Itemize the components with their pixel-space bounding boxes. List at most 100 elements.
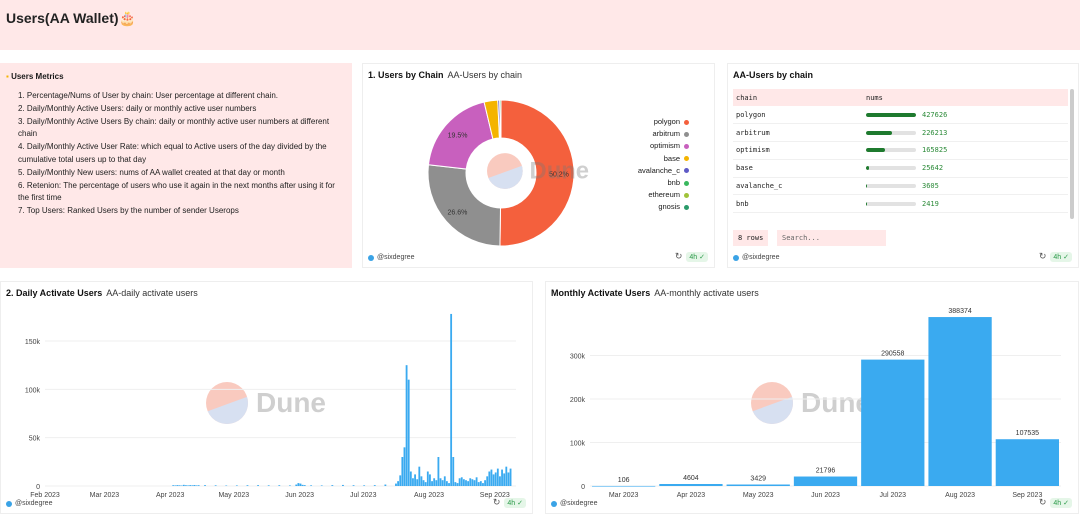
daily-bar[interactable] xyxy=(185,485,187,486)
daily-bar[interactable] xyxy=(475,477,478,486)
daily-bar[interactable] xyxy=(331,485,334,486)
daily-bar[interactable] xyxy=(492,474,495,486)
daily-bar[interactable] xyxy=(187,485,189,486)
daily-bar[interactable] xyxy=(303,485,306,486)
refresh-icon[interactable]: ↻ xyxy=(492,497,501,507)
daily-bar[interactable] xyxy=(267,485,270,486)
daily-bar[interactable] xyxy=(352,485,355,486)
daily-bar[interactable] xyxy=(214,485,217,486)
table-row[interactable]: optimism 165825 xyxy=(733,141,1068,160)
daily-bar[interactable] xyxy=(437,457,440,486)
daily-bar[interactable] xyxy=(176,485,179,486)
daily-bar[interactable] xyxy=(301,484,304,486)
daily-bar[interactable] xyxy=(403,447,406,486)
daily-bar[interactable] xyxy=(197,485,200,486)
daily-bar[interactable] xyxy=(401,457,404,486)
daily-bar[interactable] xyxy=(467,481,470,486)
daily-bar[interactable] xyxy=(414,474,416,486)
daily-bar[interactable] xyxy=(448,483,450,486)
legend-item-arbitrum[interactable]: arbitrum xyxy=(638,128,689,140)
daily-bar[interactable] xyxy=(429,474,431,486)
daily-bar[interactable] xyxy=(310,485,313,486)
daily-bar[interactable] xyxy=(482,483,484,486)
daily-bar[interactable] xyxy=(450,313,453,486)
daily-bar[interactable] xyxy=(456,483,459,486)
daily-bar[interactable] xyxy=(412,478,414,486)
col-header-nums[interactable]: nums xyxy=(863,89,1068,106)
refresh-icon[interactable]: ↻ xyxy=(674,251,683,261)
daily-bar[interactable] xyxy=(507,472,510,486)
daily-bar[interactable] xyxy=(384,484,387,486)
daily-bar[interactable] xyxy=(373,485,376,486)
daily-bar[interactable] xyxy=(484,480,486,486)
daily-bar[interactable] xyxy=(433,478,436,486)
author-link[interactable]: @sixdegree xyxy=(368,254,414,261)
daily-bar[interactable] xyxy=(405,365,408,486)
daily-bar[interactable] xyxy=(204,485,206,486)
daily-bar[interactable] xyxy=(494,472,497,486)
monthly-bar[interactable] xyxy=(592,485,656,487)
monthly-bar[interactable] xyxy=(928,317,992,486)
daily-bar[interactable] xyxy=(407,379,410,486)
daily-bar[interactable] xyxy=(454,482,457,486)
daily-bar[interactable] xyxy=(189,485,192,486)
legend-item-polygon[interactable]: polygon xyxy=(638,116,689,128)
daily-bar[interactable] xyxy=(395,483,397,486)
author-link[interactable]: @sixdegree xyxy=(6,500,52,507)
pie-slice-bnb[interactable] xyxy=(499,99,502,139)
monthly-bar[interactable] xyxy=(861,359,925,486)
daily-bar[interactable] xyxy=(295,484,298,486)
daily-bar[interactable] xyxy=(496,468,499,486)
daily-bar[interactable] xyxy=(490,469,493,486)
daily-bar[interactable] xyxy=(441,480,444,486)
daily-bar[interactable] xyxy=(452,457,455,486)
daily-bar[interactable] xyxy=(505,466,508,486)
legend-item-ethereum[interactable]: ethereum xyxy=(638,189,689,201)
pie-slice-polygon[interactable] xyxy=(499,99,575,247)
refresh-icon[interactable]: ↻ xyxy=(1038,497,1047,507)
daily-bar[interactable] xyxy=(443,476,446,486)
daily-bar[interactable] xyxy=(431,481,433,486)
author-link[interactable]: @sixdegree xyxy=(733,254,779,261)
daily-bar[interactable] xyxy=(397,481,400,486)
monthly-bar[interactable] xyxy=(659,483,723,486)
legend-item-avalanche_c[interactable]: avalanche_c xyxy=(638,165,689,177)
daily-bar[interactable] xyxy=(435,480,438,486)
daily-bar[interactable] xyxy=(297,483,300,486)
daily-bar[interactable] xyxy=(235,485,238,486)
legend-item-gnosis[interactable]: gnosis xyxy=(638,201,689,213)
daily-bar[interactable] xyxy=(469,478,472,486)
daily-bar[interactable] xyxy=(182,484,185,486)
daily-bar[interactable] xyxy=(462,479,465,486)
table-row[interactable]: arbitrum 226213 xyxy=(733,123,1068,143)
daily-bar[interactable] xyxy=(363,485,366,486)
table-row[interactable]: base 25642 xyxy=(733,159,1068,178)
author-link[interactable]: @sixdegree xyxy=(551,500,597,507)
daily-bar[interactable] xyxy=(409,471,412,487)
table-row[interactable]: polygon 427626 xyxy=(733,106,1068,125)
daily-bar[interactable] xyxy=(320,485,323,486)
daily-bar[interactable] xyxy=(288,485,291,486)
legend-item-optimism[interactable]: optimism xyxy=(638,140,689,152)
daily-bar[interactable] xyxy=(418,466,421,486)
daily-bar[interactable] xyxy=(503,473,506,486)
legend-item-base[interactable]: base xyxy=(638,153,689,165)
daily-bar[interactable] xyxy=(486,476,489,486)
monthly-bar[interactable] xyxy=(995,439,1059,486)
table-row[interactable]: bnb 2419 xyxy=(733,194,1068,214)
daily-bar[interactable] xyxy=(499,476,501,486)
col-header-chain[interactable]: chain xyxy=(733,89,863,106)
daily-bar[interactable] xyxy=(178,485,181,486)
pie-slice-arbitrum[interactable] xyxy=(427,164,502,247)
daily-bar[interactable] xyxy=(458,478,461,486)
daily-bar[interactable] xyxy=(299,483,302,486)
table-search-input[interactable]: Search... xyxy=(777,230,886,246)
daily-bar[interactable] xyxy=(246,485,249,486)
daily-bar[interactable] xyxy=(460,477,463,486)
daily-bar[interactable] xyxy=(342,484,344,486)
daily-bar[interactable] xyxy=(172,485,175,486)
refresh-icon[interactable]: ↻ xyxy=(1038,251,1047,261)
daily-bar[interactable] xyxy=(420,476,423,486)
daily-bar[interactable] xyxy=(416,479,419,486)
daily-bar[interactable] xyxy=(439,478,442,486)
